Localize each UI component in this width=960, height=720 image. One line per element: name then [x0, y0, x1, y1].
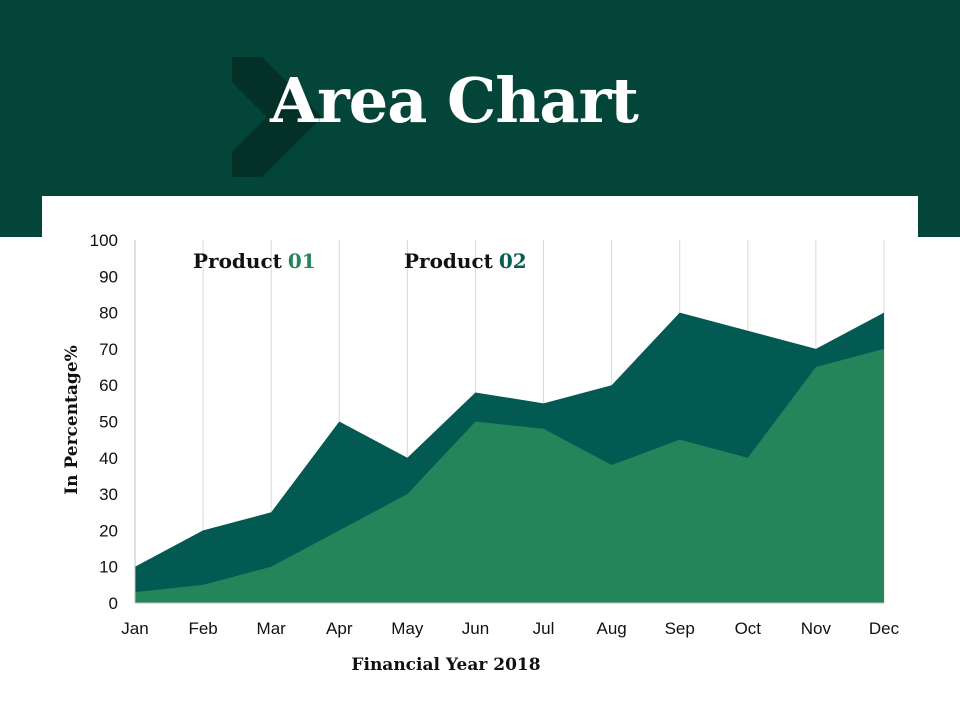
x-tick-label-jul: Jul: [533, 619, 555, 638]
x-tick-label-dec: Dec: [869, 619, 900, 638]
y-tick-label-0: 0: [109, 594, 118, 613]
legend-product01-label: Product: [193, 249, 283, 273]
legend-product01: Product 01: [193, 249, 316, 273]
y-tick-label-20: 20: [99, 521, 118, 540]
y-tick-label-80: 80: [99, 304, 118, 323]
y-tick-label-70: 70: [99, 340, 118, 359]
y-tick-label-90: 90: [99, 267, 118, 286]
legend-product02: Product 02: [404, 249, 527, 273]
y-tick-label-30: 30: [99, 485, 118, 504]
x-tick-label-sep: Sep: [665, 619, 695, 638]
x-tick-label-aug: Aug: [597, 619, 627, 638]
legend-product02-number: 02: [499, 249, 527, 273]
y-tick-label-40: 40: [99, 449, 118, 468]
y-axis-title: In Percentage%: [62, 345, 82, 495]
x-tick-label-mar: Mar: [257, 619, 287, 638]
x-tick-label-apr: Apr: [326, 619, 353, 638]
legend-product02-label: Product: [404, 249, 494, 273]
y-tick-label-10: 10: [99, 558, 118, 577]
legend: Product 01 Product 02: [193, 249, 527, 273]
y-tick-label-50: 50: [99, 413, 118, 432]
x-tick-label-nov: Nov: [801, 619, 832, 638]
x-tick-label-jun: Jun: [462, 619, 489, 638]
x-axis-title: Financial Year 2018: [351, 655, 540, 675]
x-tick-label-feb: Feb: [188, 619, 217, 638]
area-layer: [135, 312, 884, 603]
chart-card: 0 10 20 30 40 50 60 70 80 90 100 Jan Feb Mar Apr May Jun…: [42, 196, 918, 720]
chevron-arrow-icon: [232, 57, 322, 177]
x-tick-label-jan: Jan: [121, 619, 148, 638]
page-title: Area Chart: [270, 64, 639, 137]
y-tick-label-60: 60: [99, 376, 118, 395]
y-tick-label-100: 100: [90, 231, 118, 250]
x-tick-label-may: May: [391, 619, 424, 638]
legend-product01-number: 01: [288, 249, 316, 273]
x-tick-label-oct: Oct: [735, 619, 762, 638]
